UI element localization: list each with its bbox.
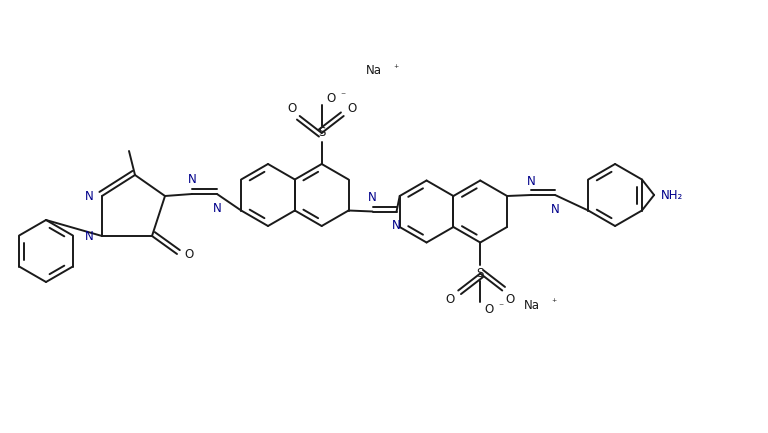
Text: N: N: [551, 203, 559, 216]
Text: O: O: [326, 91, 336, 104]
Text: ⁻: ⁻: [498, 303, 504, 313]
Text: N: N: [392, 219, 401, 232]
Text: O: O: [287, 101, 296, 114]
Text: S: S: [318, 126, 326, 139]
Text: N: N: [213, 201, 221, 214]
Text: O: O: [184, 249, 194, 262]
Text: Na: Na: [525, 299, 540, 312]
Text: S: S: [477, 267, 484, 280]
Text: ⁻: ⁻: [340, 91, 346, 101]
Text: Na: Na: [366, 65, 382, 78]
Text: N: N: [84, 190, 94, 203]
Text: N: N: [84, 229, 94, 242]
Text: O: O: [347, 101, 356, 114]
Text: N: N: [527, 174, 535, 187]
Text: O: O: [505, 293, 515, 306]
Text: ⁺: ⁺: [393, 64, 399, 74]
Text: N: N: [368, 191, 377, 204]
Text: O: O: [485, 303, 494, 316]
Text: ⁺: ⁺: [551, 298, 557, 308]
Text: NH₂: NH₂: [661, 188, 684, 201]
Text: N: N: [187, 174, 197, 187]
Text: O: O: [445, 293, 455, 306]
